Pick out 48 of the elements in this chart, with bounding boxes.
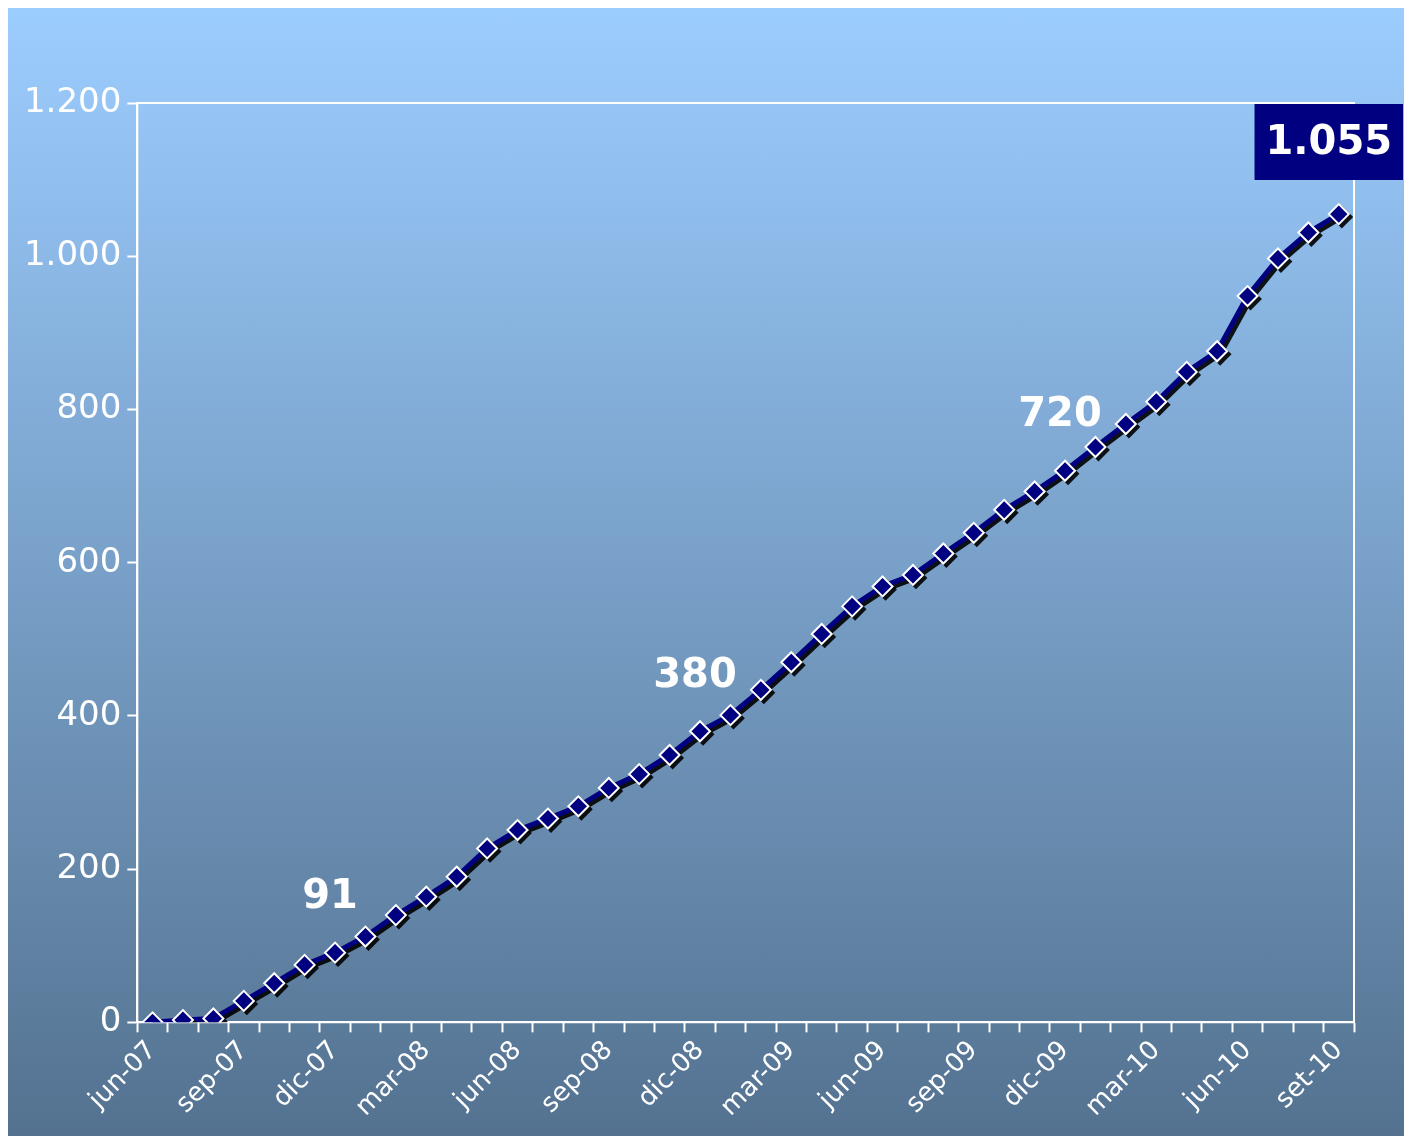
point [871,575,894,598]
point [1327,203,1350,226]
point [263,972,286,995]
point [1054,459,1077,482]
point [780,651,803,674]
data-label: 91 [302,871,358,918]
point [415,885,438,908]
point [749,678,772,701]
point [841,595,864,618]
point [567,795,590,818]
y-tick-label: 400 [56,692,122,733]
point [445,865,468,888]
point [993,498,1016,521]
point [597,776,620,799]
point [384,904,407,927]
data-label: 1.055 [1265,117,1393,164]
point [1084,435,1107,458]
y-tick-label: 600 [56,539,122,580]
point [293,953,316,976]
y-tick-label: 1.000 [23,233,122,274]
point [506,819,529,842]
point [810,622,833,645]
point [901,563,924,586]
point [324,941,347,964]
point [658,743,681,766]
y-tick-label: 1.200 [23,79,122,120]
point [1236,285,1259,308]
point [476,837,499,860]
point [628,763,651,786]
point [719,704,742,727]
point [1023,480,1046,503]
point [932,542,955,565]
point [536,807,559,830]
data-label: 380 [653,649,737,696]
data-label: 720 [1018,389,1102,436]
point [232,989,255,1012]
y-tick-label: 0 [99,999,122,1040]
point [1297,221,1320,244]
point [1206,340,1229,363]
point [1266,247,1289,270]
y-tick-label: 800 [56,386,122,427]
point [962,521,985,544]
point [1145,390,1168,413]
point [1114,413,1137,436]
y-tick-label: 200 [56,845,122,886]
point [1175,360,1198,383]
point [354,925,377,948]
point [689,720,712,743]
